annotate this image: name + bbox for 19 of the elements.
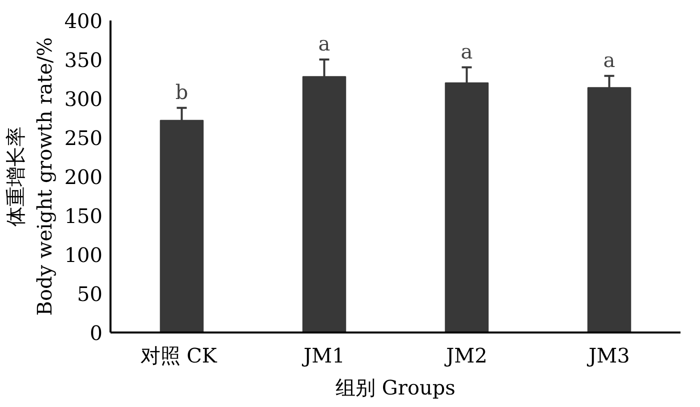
y-tick-label: 350 [64, 48, 103, 72]
x-tick-label: 对照 CK [140, 344, 218, 368]
x-tick-label: JM1 [302, 344, 345, 368]
y-tick-label: 200 [64, 165, 103, 189]
x-axis-title: 组别 Groups [336, 376, 456, 400]
y-tick-label: 300 [64, 87, 103, 111]
y-tick-label: 100 [64, 243, 103, 267]
y-tick-label: 250 [64, 126, 103, 150]
x-tick-label: JM2 [444, 344, 488, 368]
annotation: b [175, 80, 188, 104]
y-tick-label: 50 [77, 282, 103, 306]
annotation: a [318, 32, 330, 56]
annotation: a [603, 48, 616, 72]
y-tick-label: 150 [64, 204, 103, 228]
annotation: a [460, 39, 473, 64]
y-tick-label: 400 [64, 9, 103, 33]
y-axis-title: 体重增长率 Body weight growth rate/% [4, 37, 56, 316]
x-tick-label: JM3 [586, 344, 630, 368]
y-tick-label: 0 [90, 321, 103, 345]
